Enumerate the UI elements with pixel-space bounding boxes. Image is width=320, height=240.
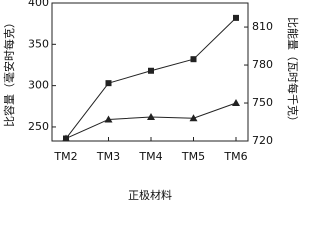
y2-tick-label: 720 — [252, 134, 273, 147]
y-tick-label: 400 — [28, 0, 49, 9]
marker — [232, 99, 240, 107]
marker — [105, 80, 112, 87]
y-tick-label: 250 — [28, 120, 49, 133]
x-tick-label: TM3 — [96, 150, 120, 163]
x-tick-label: TM5 — [181, 150, 205, 163]
marker — [147, 112, 155, 120]
marker — [190, 56, 197, 63]
marker — [62, 134, 70, 142]
x-tick-label: TM4 — [138, 150, 162, 163]
chart: 比容量（毫安时每克） 比能量（瓦时每千克） 正极材料 250 300 350 400 7… — [2, 0, 300, 200]
x-axis-title: 正极材料 — [128, 188, 172, 200]
marker — [104, 115, 113, 123]
marker — [148, 67, 154, 74]
y2-tick-label: 810 — [252, 20, 273, 33]
y-tick-label: 350 — [28, 37, 49, 50]
marker — [189, 114, 198, 122]
plot-frame — [51, 2, 249, 142]
y-axis-title: 比容量（毫安时每克） — [2, 17, 16, 127]
y2-axis-title: 比能量（瓦时每千克） — [286, 17, 300, 127]
y2-tick-label: 780 — [252, 58, 273, 71]
x-tick-label: TM2 — [53, 150, 77, 163]
marker — [233, 14, 239, 21]
y2-tick-label: 750 — [252, 96, 273, 109]
series-line — [65, 17, 237, 139]
x-tick-label: TM6 — [223, 150, 247, 163]
series-line — [65, 102, 237, 139]
y-tick-label: 300 — [28, 79, 49, 92]
